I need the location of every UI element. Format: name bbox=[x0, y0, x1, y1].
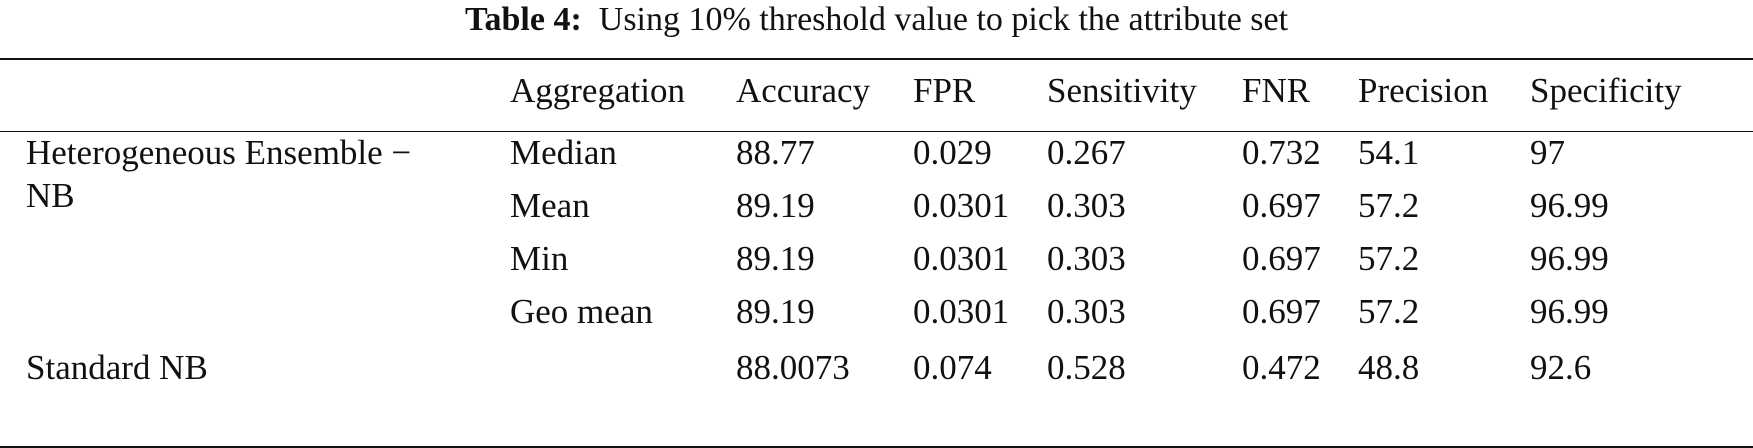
cell-specificity: 96.99 bbox=[1530, 292, 1609, 331]
cell-fpr: 0.0301 bbox=[913, 292, 1010, 331]
cell-sensitivity: 0.303 bbox=[1047, 292, 1126, 331]
cell-sensitivity: 0.303 bbox=[1047, 239, 1126, 278]
header-sensitivity: Sensitivity bbox=[1047, 71, 1197, 110]
cell-sensitivity: 0.267 bbox=[1047, 133, 1126, 172]
cell-fnr: 0.697 bbox=[1242, 292, 1321, 331]
cell-accuracy: 88.77 bbox=[736, 133, 815, 172]
caption-text: Using 10% threshold value to pick the at… bbox=[598, 1, 1289, 38]
table-caption: Table 4: Using 10% threshold value to pi… bbox=[0, 0, 1753, 40]
cell-sensitivity: 0.303 bbox=[1047, 186, 1126, 225]
cell-aggregation: Min bbox=[510, 239, 569, 278]
caption-label: Table 4: bbox=[464, 1, 582, 38]
group-label-heterogeneous-cont: NB bbox=[26, 176, 75, 215]
cell-specificity: 92.6 bbox=[1530, 348, 1592, 387]
cell-sensitivity: 0.528 bbox=[1047, 348, 1126, 387]
cell-fpr: 0.0301 bbox=[913, 186, 1010, 225]
cell-specificity: 97 bbox=[1530, 133, 1565, 172]
cell-fpr: 0.0301 bbox=[913, 239, 1010, 278]
header-rule bbox=[0, 131, 1753, 132]
cell-aggregation: Median bbox=[510, 133, 617, 172]
cell-fnr: 0.697 bbox=[1242, 186, 1321, 225]
cell-precision: 57.2 bbox=[1358, 292, 1420, 331]
cell-fpr: 0.029 bbox=[913, 133, 992, 172]
cell-precision: 57.2 bbox=[1358, 239, 1420, 278]
header-aggregation: Aggregation bbox=[510, 71, 685, 110]
header-specificity: Specificity bbox=[1530, 71, 1682, 110]
group-label-standard: Standard NB bbox=[26, 348, 208, 387]
cell-precision: 54.1 bbox=[1358, 133, 1420, 172]
top-rule bbox=[0, 58, 1753, 60]
cell-fnr: 0.472 bbox=[1242, 348, 1321, 387]
cell-precision: 57.2 bbox=[1358, 186, 1420, 225]
cell-accuracy: 89.19 bbox=[736, 292, 815, 331]
bottom-rule bbox=[0, 446, 1753, 448]
cell-precision: 48.8 bbox=[1358, 348, 1420, 387]
cell-accuracy: 89.19 bbox=[736, 186, 815, 225]
cell-specificity: 96.99 bbox=[1530, 239, 1609, 278]
cell-accuracy: 89.19 bbox=[736, 239, 815, 278]
cell-fpr: 0.074 bbox=[913, 348, 992, 387]
cell-fnr: 0.732 bbox=[1242, 133, 1321, 172]
cell-fnr: 0.697 bbox=[1242, 239, 1321, 278]
header-fnr: FNR bbox=[1242, 71, 1311, 110]
cell-accuracy: 88.0073 bbox=[736, 348, 850, 387]
header-accuracy: Accuracy bbox=[736, 71, 871, 110]
cell-aggregation: Mean bbox=[510, 186, 590, 225]
cell-aggregation: Geo mean bbox=[510, 292, 653, 331]
group-label-heterogeneous: Heterogeneous Ensemble − bbox=[26, 133, 412, 172]
cell-specificity: 96.99 bbox=[1530, 186, 1609, 225]
header-fpr: FPR bbox=[913, 71, 976, 110]
header-precision: Precision bbox=[1358, 71, 1489, 110]
